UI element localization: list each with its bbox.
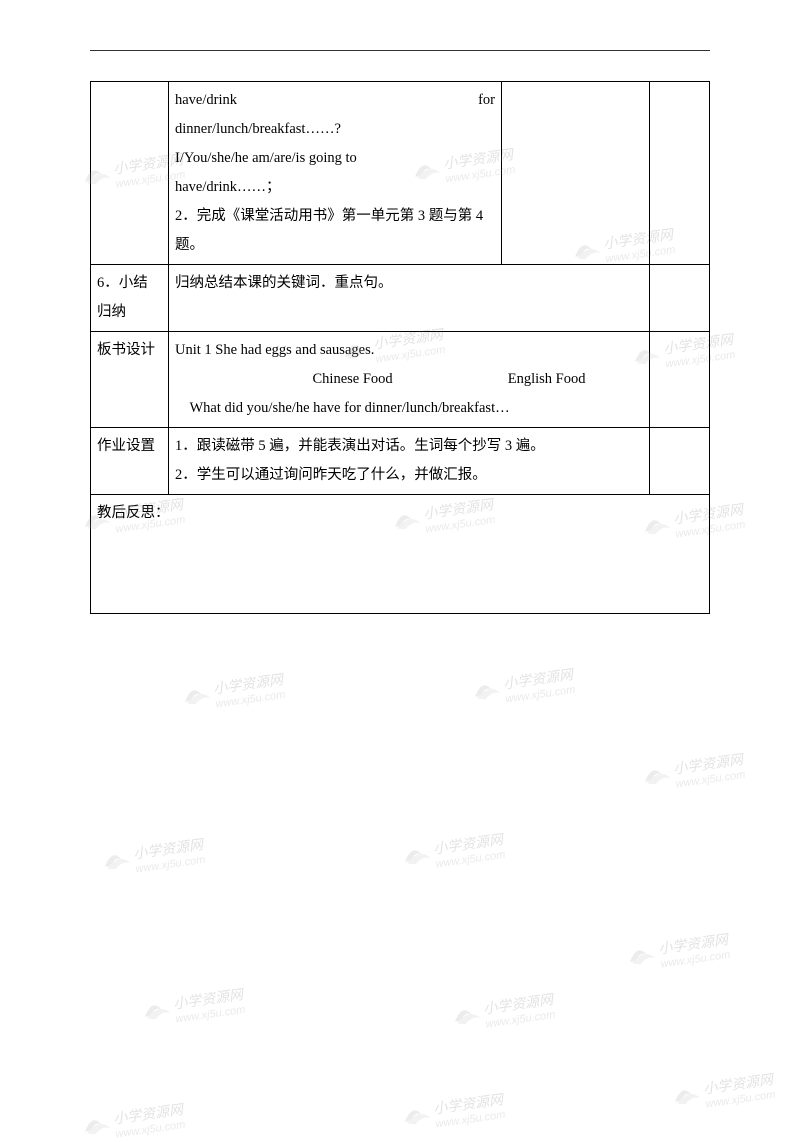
cell-label-homework: 作业设置 — [91, 428, 169, 495]
table-row: have/drink for dinner/lunch/breakfast……?… — [91, 82, 710, 265]
line: I/You/she/he am/are/is going to — [175, 144, 495, 173]
cell-empty — [502, 82, 650, 265]
svg-text:小学资源网: 小学资源网 — [212, 672, 286, 698]
watermark: 小学资源网www.xj5u.com — [400, 830, 520, 872]
line: Chinese Food English Food — [175, 365, 643, 394]
cell-reflection: 教后反思： — [91, 495, 710, 614]
label-reflection: 教后反思： — [97, 505, 170, 521]
cell-content-summary: 归纳总结本课的关键词．重点句。 — [169, 265, 650, 332]
line: 2．完成《课堂活动用书》第一单元第 3 题与第 4 题。 — [175, 202, 495, 260]
watermark: 小学资源网www.xj5u.com — [470, 665, 590, 707]
cell-content-homework: 1．跟读磁带 5 遍，并能表演出对话。生词每个抄写 3 遍。 2．学生可以通过询… — [169, 428, 650, 495]
line: have/drink for — [175, 86, 495, 115]
watermark: 小学资源网www.xj5u.com — [180, 670, 300, 712]
watermark: 小学资源网www.xj5u.com — [140, 985, 260, 1027]
svg-text:小学资源网: 小学资源网 — [702, 1072, 776, 1098]
watermark: 小学资源网www.xj5u.com — [625, 930, 745, 972]
svg-text:www.xj5u.com: www.xj5u.com — [175, 1004, 246, 1026]
svg-text:www.xj5u.com: www.xj5u.com — [485, 1009, 556, 1031]
svg-text:www.xj5u.com: www.xj5u.com — [435, 849, 506, 871]
svg-text:www.xj5u.com: www.xj5u.com — [215, 689, 286, 711]
svg-text:www.xj5u.com: www.xj5u.com — [115, 1119, 186, 1141]
svg-text:www.xj5u.com: www.xj5u.com — [435, 1109, 506, 1131]
svg-text:www.xj5u.com: www.xj5u.com — [660, 949, 731, 971]
cell-label-summary: 6．小结归纳 — [91, 265, 169, 332]
line: Unit 1 She had eggs and sausages. — [175, 336, 643, 365]
cell-content-board: Unit 1 She had eggs and sausages. Chines… — [169, 332, 650, 428]
table-row: 板书设计 Unit 1 She had eggs and sausages. C… — [91, 332, 710, 428]
svg-text:www.xj5u.com: www.xj5u.com — [705, 1089, 776, 1111]
svg-text:小学资源网: 小学资源网 — [172, 987, 246, 1013]
svg-text:小学资源网: 小学资源网 — [132, 837, 206, 863]
svg-text:小学资源网: 小学资源网 — [482, 992, 556, 1018]
svg-text:www.xj5u.com: www.xj5u.com — [675, 769, 746, 791]
line: 2．学生可以通过询问昨天吃了什么，并做汇报。 — [175, 461, 643, 490]
line: dinner/lunch/breakfast……? — [175, 115, 495, 144]
lesson-table: have/drink for dinner/lunch/breakfast……?… — [90, 81, 710, 614]
watermark: 小学资源网www.xj5u.com — [670, 1070, 790, 1112]
watermark: 小学资源网www.xj5u.com — [100, 835, 220, 877]
svg-text:www.xj5u.com: www.xj5u.com — [505, 684, 576, 706]
text: for — [478, 86, 495, 115]
table-row: 教后反思： — [91, 495, 710, 614]
cell-content-1: have/drink for dinner/lunch/breakfast……?… — [169, 82, 502, 265]
svg-text:小学资源网: 小学资源网 — [502, 667, 576, 693]
svg-text:小学资源网: 小学资源网 — [432, 1092, 506, 1118]
cell-empty — [650, 265, 710, 332]
text: Chinese Food — [313, 365, 393, 394]
watermark: 小学资源网www.xj5u.com — [450, 990, 570, 1032]
cell-empty — [650, 428, 710, 495]
cell-empty — [650, 332, 710, 428]
line: What did you/she/he have for dinner/lunc… — [175, 394, 643, 423]
table-row: 6．小结归纳 归纳总结本课的关键词．重点句。 — [91, 265, 710, 332]
svg-text:www.xj5u.com: www.xj5u.com — [135, 854, 206, 876]
cell-label-board: 板书设计 — [91, 332, 169, 428]
top-rule — [90, 50, 710, 51]
table-row: 作业设置 1．跟读磁带 5 遍，并能表演出对话。生词每个抄写 3 遍。 2．学生… — [91, 428, 710, 495]
cell-label-empty — [91, 82, 169, 265]
svg-text:小学资源网: 小学资源网 — [657, 932, 731, 958]
text: have/drink — [175, 86, 237, 115]
cell-empty — [650, 82, 710, 265]
watermark: 小学资源网www.xj5u.com — [80, 1100, 200, 1142]
svg-text:小学资源网: 小学资源网 — [112, 1102, 186, 1128]
line: 1．跟读磁带 5 遍，并能表演出对话。生词每个抄写 3 遍。 — [175, 432, 643, 461]
line: have/drink……； — [175, 173, 495, 202]
svg-text:小学资源网: 小学资源网 — [432, 832, 506, 858]
watermark: 小学资源网www.xj5u.com — [640, 750, 760, 792]
watermark: 小学资源网www.xj5u.com — [400, 1090, 520, 1132]
svg-text:小学资源网: 小学资源网 — [672, 752, 746, 778]
text: English Food — [508, 365, 586, 394]
